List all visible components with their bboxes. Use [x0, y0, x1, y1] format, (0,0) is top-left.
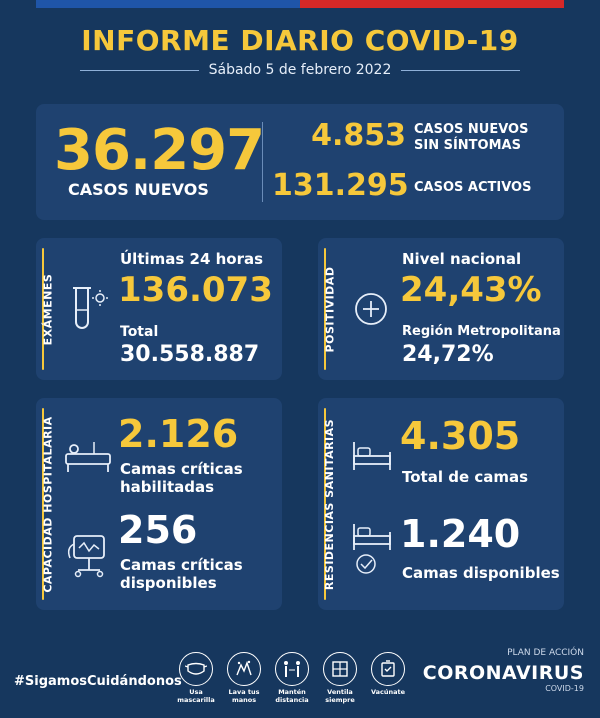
positivity-tab-edge: [324, 248, 326, 370]
tip-vaccine: Vacúnate: [368, 652, 408, 704]
test-tube-icon: [73, 287, 108, 329]
summary-panel: 36.297 CASOS NUEVOS 4.853 CASOS NUEVOS S…: [36, 104, 564, 220]
active-cases-value: 131.295: [272, 168, 409, 203]
hospital-tab: CAPACIDAD HOSPITALARIA: [36, 408, 60, 600]
residences-panel: RESIDENCIAS SANITARIAS 4.305 Total de ca…: [318, 398, 564, 610]
tip-ventilate-label-1: Ventila: [327, 688, 353, 696]
footer: #SigamosCuidándonos Usa mascarilla Lava t…: [0, 640, 600, 718]
divider-right: [401, 69, 521, 71]
tip-hands-label-1: Lava tus: [228, 688, 260, 696]
residence-beds-total-value: 4.305: [400, 414, 521, 458]
tips-row: Usa mascarilla Lava tus manos Mantén distan…: [176, 652, 408, 704]
positivity-tab-label: POSITIVIDAD: [323, 266, 337, 352]
exams-last24-value: 136.073: [118, 270, 273, 310]
exams-panel: EXÁMENES Últimas 24 horas 136.073 Total …: [36, 238, 282, 380]
residence-beds-available-value: 1.240: [400, 512, 521, 556]
new-cases-label: CASOS NUEVOS: [68, 180, 209, 199]
new-cases-value: 36.297: [54, 118, 265, 183]
residences-tab: RESIDENCIAS SANITARIAS: [318, 408, 342, 600]
tip-distance: Mantén distancia: [272, 652, 312, 704]
brand-sub: COVID-19: [545, 684, 584, 693]
asymptomatic-label: CASOS NUEVOS SIN SÍNTOMAS: [414, 122, 528, 154]
exams-tab-label: EXÁMENES: [41, 273, 55, 345]
tip-distance-label-1: Mantén: [278, 688, 306, 696]
critical-beds-enabled-label-1: Camas críticas: [120, 460, 243, 478]
exams-total-value: 30.558.887: [120, 342, 260, 367]
residences-tab-label: RESIDENCIAS SANITARIAS: [323, 418, 337, 590]
flag-blue: [36, 0, 300, 8]
positivity-tab: POSITIVIDAD: [318, 248, 342, 370]
residences-tab-edge: [324, 408, 326, 600]
summary-divider: [262, 122, 263, 202]
mask-icon: [179, 652, 213, 686]
bed-check-icon: [353, 524, 391, 574]
tip-hands: Lava tus manos: [224, 652, 264, 704]
active-cases-label: CASOS ACTIVOS: [414, 180, 532, 195]
critical-beds-available-value: 256: [118, 508, 198, 552]
plus-circle-icon: [355, 293, 387, 325]
flag-bar: [36, 0, 564, 8]
exams-last24-label: Últimas 24 horas: [120, 250, 264, 268]
report-date: Sábado 5 de febrero 2022: [208, 62, 392, 78]
positivity-national-value: 24,43%: [400, 270, 542, 310]
hands-icon: [227, 652, 261, 686]
date-line: Sábado 5 de febrero 2022: [80, 62, 521, 78]
tip-mask-label-2: mascarilla: [177, 696, 215, 704]
flag-red: [300, 0, 564, 8]
critical-beds-available-label-1: Camas críticas: [120, 556, 243, 574]
critical-beds-available-label-2: disponibles: [120, 574, 217, 592]
tip-ventilate: Ventila siempre: [320, 652, 360, 704]
hospital-panel: CAPACIDAD HOSPITALARIA 2.126 Camas críti…: [36, 398, 282, 610]
tip-vaccine-label-1: Vacúnate: [370, 688, 406, 696]
positivity-panel: POSITIVIDAD Nivel nacional 24,43% Región…: [318, 238, 564, 380]
critical-beds-enabled-value: 2.126: [118, 412, 239, 456]
hospital-tab-edge: [42, 408, 44, 600]
residence-beds-available-label: Camas disponibles: [402, 564, 560, 582]
tip-ventilate-label-2: siempre: [325, 696, 355, 704]
positivity-rm-value: 24,72%: [402, 342, 494, 367]
window-icon: [323, 652, 357, 686]
exams-tab-edge: [42, 248, 44, 370]
brand-plan: PLAN DE ACCIÓN: [507, 648, 584, 658]
ventilator-icon: [67, 535, 105, 578]
asymptomatic-value: 4.853: [311, 118, 406, 153]
page-title: INFORME DIARIO COVID-19: [81, 24, 519, 57]
vaccine-icon: [371, 652, 405, 686]
divider-left: [80, 69, 199, 71]
hospital-tab-label: CAPACIDAD HOSPITALARIA: [41, 415, 55, 593]
residence-beds-total-label: Total de camas: [402, 468, 529, 486]
tip-hands-label-2: manos: [231, 696, 257, 704]
tip-mask-label-1: Usa: [189, 688, 203, 696]
tip-distance-label-2: distancia: [275, 696, 309, 704]
positivity-rm-label: Región Metropolitana: [402, 324, 561, 339]
critical-beds-enabled-label-2: habilitadas: [120, 478, 215, 496]
brand-logo: PLAN DE ACCIÓN CORONAVIRUS COVID-19: [423, 648, 584, 693]
positivity-national-label: Nivel nacional: [402, 250, 522, 268]
exams-tab: EXÁMENES: [36, 248, 60, 370]
bed-icon: [353, 442, 391, 470]
asymptomatic-label-line1: CASOS NUEVOS: [414, 122, 529, 137]
tip-mask: Usa mascarilla: [176, 652, 216, 704]
distance-icon: [275, 652, 309, 686]
hospital-bed-icon: [65, 442, 111, 472]
exams-total-label: Total: [120, 324, 159, 340]
asymptomatic-label-line2: SIN SÍNTOMAS: [414, 138, 521, 153]
brand-name: CORONAVIRUS: [422, 662, 584, 684]
hashtag: #SigamosCuidándonos: [14, 674, 182, 689]
